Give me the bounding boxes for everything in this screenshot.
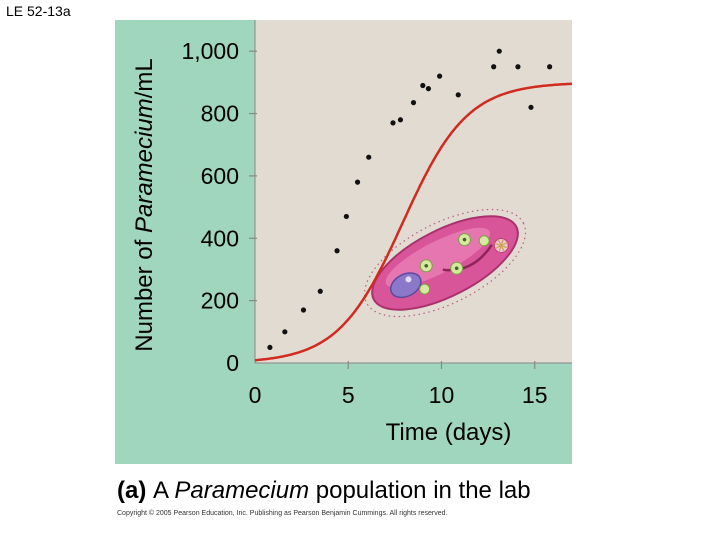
data-point — [420, 82, 426, 89]
data-point — [300, 307, 307, 313]
y-tick-label: 600 — [201, 163, 239, 189]
data-point — [547, 64, 553, 70]
data-point — [496, 48, 502, 54]
copyright-notice: Copyright © 2005 Pearson Education, Inc.… — [117, 510, 448, 517]
data-point — [334, 248, 340, 254]
data-point — [390, 120, 396, 126]
data-point — [282, 329, 288, 335]
y-tick-label: 0 — [226, 350, 239, 376]
paramecium-illustration — [363, 208, 527, 318]
data-points — [267, 48, 553, 351]
data-point — [410, 100, 417, 106]
x-tick-label: 0 — [249, 382, 262, 408]
y-tick-label: 800 — [201, 101, 239, 127]
data-point — [491, 64, 497, 70]
slide-label: LE 52-13a — [6, 3, 71, 19]
y-tick-label: 400 — [201, 225, 239, 251]
figure-caption: (a) A Paramecium population in the lab — [117, 477, 531, 504]
data-point — [437, 73, 443, 79]
x-axis-label: Time (days) — [386, 419, 512, 446]
data-point — [528, 104, 534, 110]
data-point — [425, 86, 432, 92]
data-point — [354, 179, 361, 185]
x-tick-label: 5 — [342, 382, 355, 408]
logistic-curve — [254, 82, 573, 362]
data-point — [317, 288, 323, 294]
y-tick-label: 1,000 — [181, 38, 239, 64]
data-point — [267, 344, 273, 351]
y-tick-label: 200 — [201, 288, 239, 314]
data-point — [515, 64, 521, 70]
y-axis: 0 200 400 600 800 1,000 — [181, 20, 257, 376]
data-point — [343, 213, 349, 220]
x-tick-label: 15 — [522, 382, 548, 408]
y-axis-label: Number of Paramecium/mL — [131, 58, 158, 352]
x-tick-label: 10 — [429, 382, 455, 408]
data-point — [397, 117, 404, 123]
data-point — [455, 92, 461, 98]
data-point — [366, 154, 372, 160]
x-axis: 0 5 10 15 — [249, 361, 572, 408]
